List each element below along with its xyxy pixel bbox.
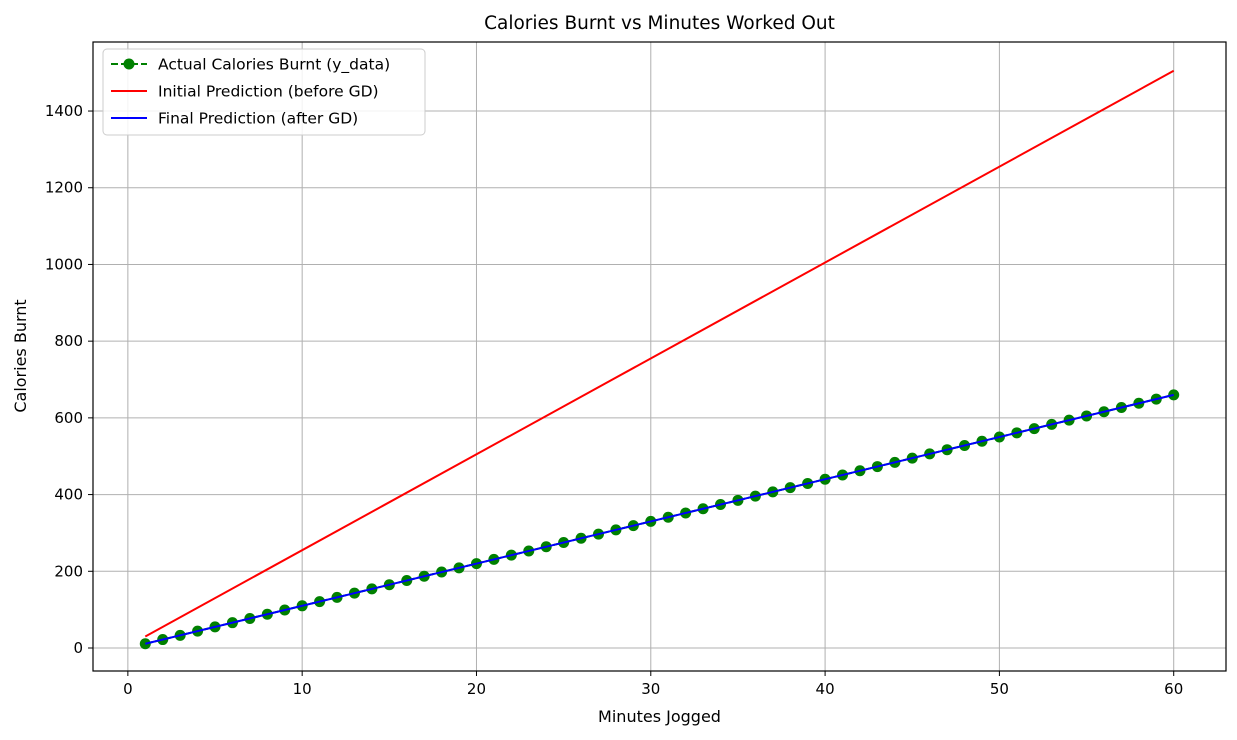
legend-entry-final: Final Prediction (after GD) <box>158 110 358 128</box>
x-tick-label: 40 <box>816 680 835 698</box>
x-tick-label: 20 <box>467 680 486 698</box>
y-tick-label: 1200 <box>45 179 83 197</box>
y-tick-label: 1000 <box>45 255 83 273</box>
legend: Actual Calories Burnt (y_data) Initial Pr… <box>102 48 426 136</box>
y-tick-label: 400 <box>54 486 83 504</box>
y-tick-label: 1400 <box>45 102 83 120</box>
x-tick-label: 0 <box>123 680 133 698</box>
y-axis-label: Calories Burnt <box>11 299 30 412</box>
x-tick-label: 30 <box>641 680 660 698</box>
legend-entry-actual: Actual Calories Burnt (y_data) <box>158 56 390 75</box>
x-tick-label: 50 <box>990 680 1009 698</box>
chart-title: Calories Burnt vs Minutes Worked Out <box>484 13 835 34</box>
final-prediction-line <box>145 393 1174 645</box>
y-tick-label: 200 <box>54 562 83 580</box>
x-axis-label: Minutes Jogged <box>598 707 721 726</box>
legend-box <box>102 48 426 136</box>
x-tick-label: 10 <box>293 680 312 698</box>
initial-prediction-line <box>144 69 1175 638</box>
grid <box>93 42 1226 671</box>
series-layer <box>139 69 1180 650</box>
legend-entry-initial: Initial Prediction (before GD) <box>158 83 379 101</box>
plot-frame <box>92 41 1227 672</box>
legend-swatch-marker <box>123 58 135 70</box>
x-tick-label: 60 <box>1164 680 1183 698</box>
y-tick-label: 0 <box>73 639 83 657</box>
y-tick-label: 600 <box>54 409 83 427</box>
y-tick-label: 800 <box>54 332 83 350</box>
